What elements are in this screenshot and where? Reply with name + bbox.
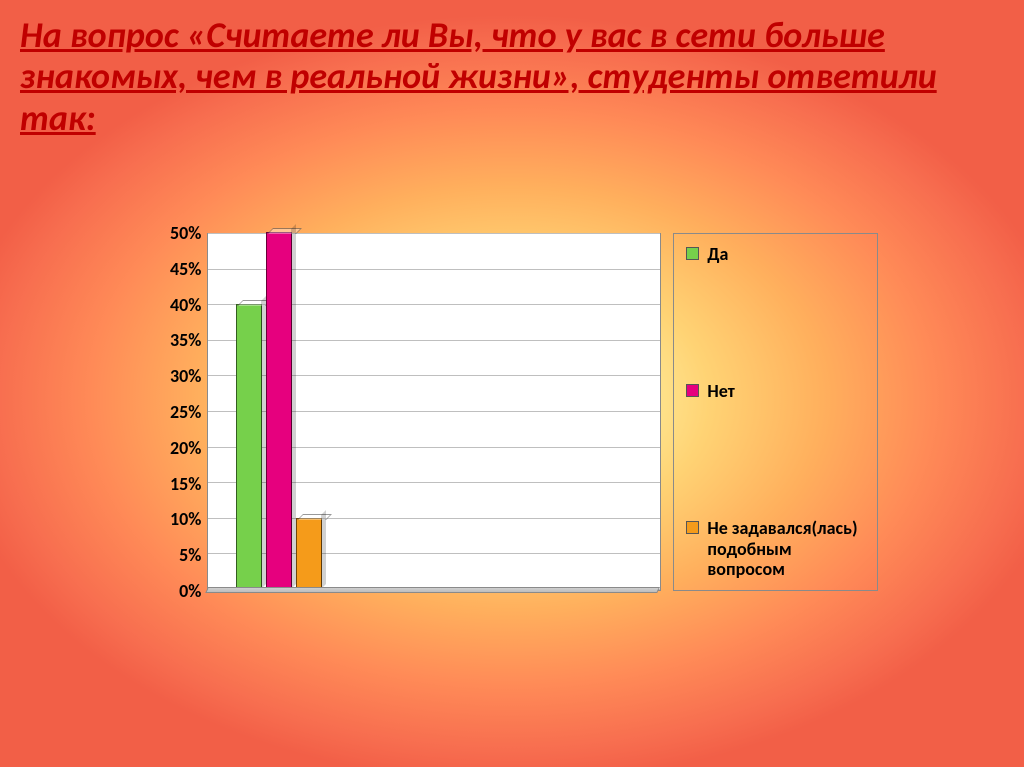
legend-swatch — [686, 247, 699, 260]
legend-item: Нет — [686, 381, 865, 402]
bar — [236, 304, 262, 590]
bar — [266, 232, 292, 590]
bars-container — [208, 234, 660, 590]
legend-item: Да — [686, 244, 865, 265]
bar — [296, 518, 322, 590]
legend-swatch — [686, 384, 699, 397]
plot-floor — [206, 587, 661, 593]
plot-area — [207, 233, 661, 591]
slide-title: На вопрос «Считаете ли Вы, что у вас в с… — [20, 15, 960, 139]
legend: Да Нет Не задавался(лась) подобным вопросо… — [673, 233, 878, 591]
legend-label: Не задавался(лась) подобным вопросом — [707, 518, 865, 580]
y-axis-labels: 50%45%40%35%30%25%20%15%10%5%0% — [170, 233, 207, 591]
legend-label: Нет — [707, 381, 734, 402]
chart-area: 50%45%40%35%30%25%20%15%10%5%0% Да Нет Не … — [170, 233, 878, 591]
legend-label: Да — [707, 244, 728, 265]
legend-swatch — [686, 521, 699, 534]
legend-item: Не задавался(лась) подобным вопросом — [686, 518, 865, 580]
